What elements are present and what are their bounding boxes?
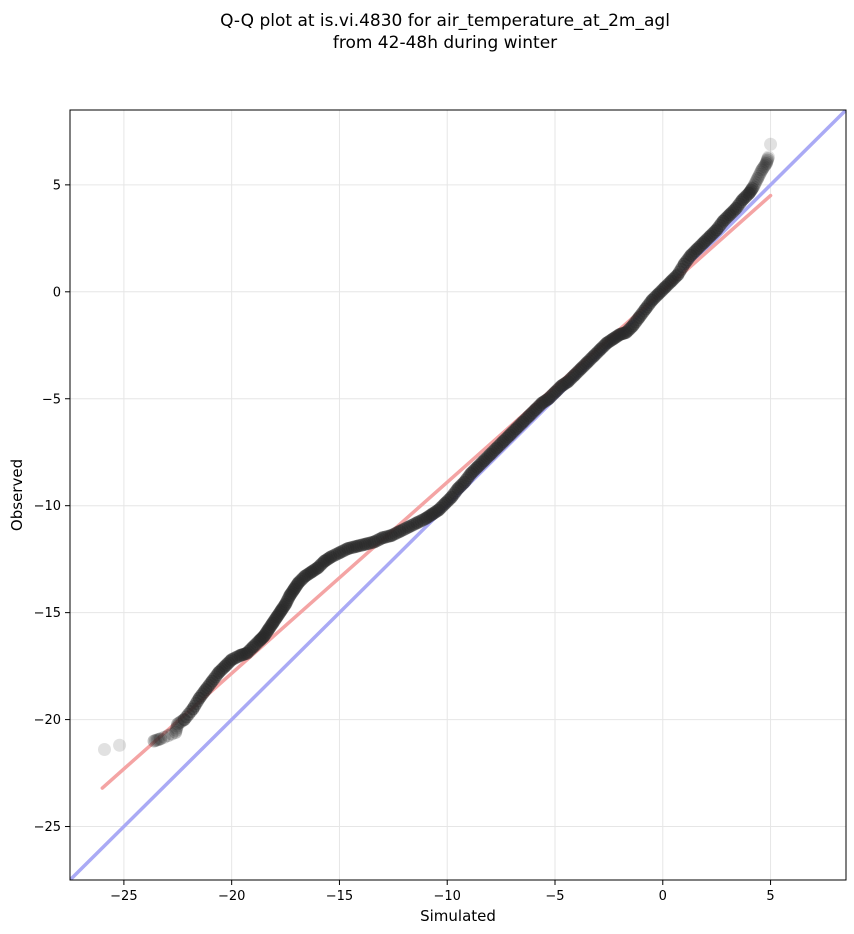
quantile-point (150, 733, 164, 747)
quantile-point (152, 732, 166, 746)
x-tick-label: −15 (326, 889, 353, 904)
quantile-point (757, 160, 771, 174)
quantile-point (113, 738, 127, 752)
quantile-point (750, 174, 764, 188)
x-tick-label: −25 (110, 889, 137, 904)
quantile-point (97, 743, 111, 757)
quantile-point (165, 727, 179, 741)
quantile-point (149, 733, 163, 747)
x-tick-label: −5 (545, 889, 564, 904)
quantile-point (759, 156, 773, 170)
quantile-point (746, 180, 760, 194)
y-axis: −25 −20 −15 −10 −5 0 5 (34, 178, 70, 835)
chart-title-line-2: from 42-48h during winter (333, 33, 557, 53)
x-tick-label: 5 (766, 889, 774, 904)
x-tick-label: 0 (659, 889, 667, 904)
quantile-point (154, 732, 168, 746)
grid-x (123, 110, 772, 880)
y-axis-label: Observed (8, 459, 26, 531)
x-tick-label: −20 (218, 889, 245, 904)
y-tick-label: 0 (53, 285, 61, 300)
y-tick-label: −25 (34, 820, 61, 835)
quantile-point (157, 730, 171, 744)
x-tick-label: −10 (434, 889, 461, 904)
quantile-point (169, 723, 183, 737)
quantile-point (756, 161, 770, 175)
quantile-point (745, 182, 759, 196)
quantile-point (760, 155, 774, 169)
quantile-point (671, 268, 685, 282)
quantile-point (169, 725, 183, 739)
plot-area (69, 109, 847, 881)
y-tick-label: −10 (34, 499, 61, 514)
quantile-points (97, 137, 778, 757)
x-axis: −25 −20 −15 −10 −5 0 5 (110, 880, 775, 904)
y-tick-label: −5 (42, 392, 61, 407)
quantile-point (747, 178, 761, 192)
x-axis-label: Simulated (420, 907, 496, 925)
quantile-point (186, 702, 200, 716)
grid-y (70, 184, 846, 828)
data-layer (70, 110, 846, 880)
quantile-point (147, 734, 161, 748)
quantile-point (753, 167, 767, 181)
quantile-point (743, 185, 757, 199)
quantile-point (761, 150, 775, 164)
quantile-point (170, 721, 184, 735)
y-tick-label: −20 (34, 713, 61, 728)
chart-title-line-1: Q-Q plot at is.vi.4830 for air_temperatu… (220, 11, 670, 31)
quantile-point (161, 729, 175, 743)
quantile-point (755, 163, 769, 177)
plot-frame (69, 109, 847, 881)
y-tick-label: −15 (34, 606, 61, 621)
quantile-point (748, 176, 762, 190)
quantile-point (751, 171, 765, 185)
y-tick-label: 5 (53, 178, 61, 193)
quantile-point (760, 153, 774, 167)
quantile-point (742, 186, 756, 200)
quantile-point (758, 158, 772, 172)
quantile-point (752, 169, 766, 183)
quantile-point (761, 152, 775, 166)
quantile-point (764, 137, 778, 151)
quantile-point (754, 165, 768, 179)
quantile-point (177, 713, 191, 727)
quantile-point (744, 183, 758, 197)
